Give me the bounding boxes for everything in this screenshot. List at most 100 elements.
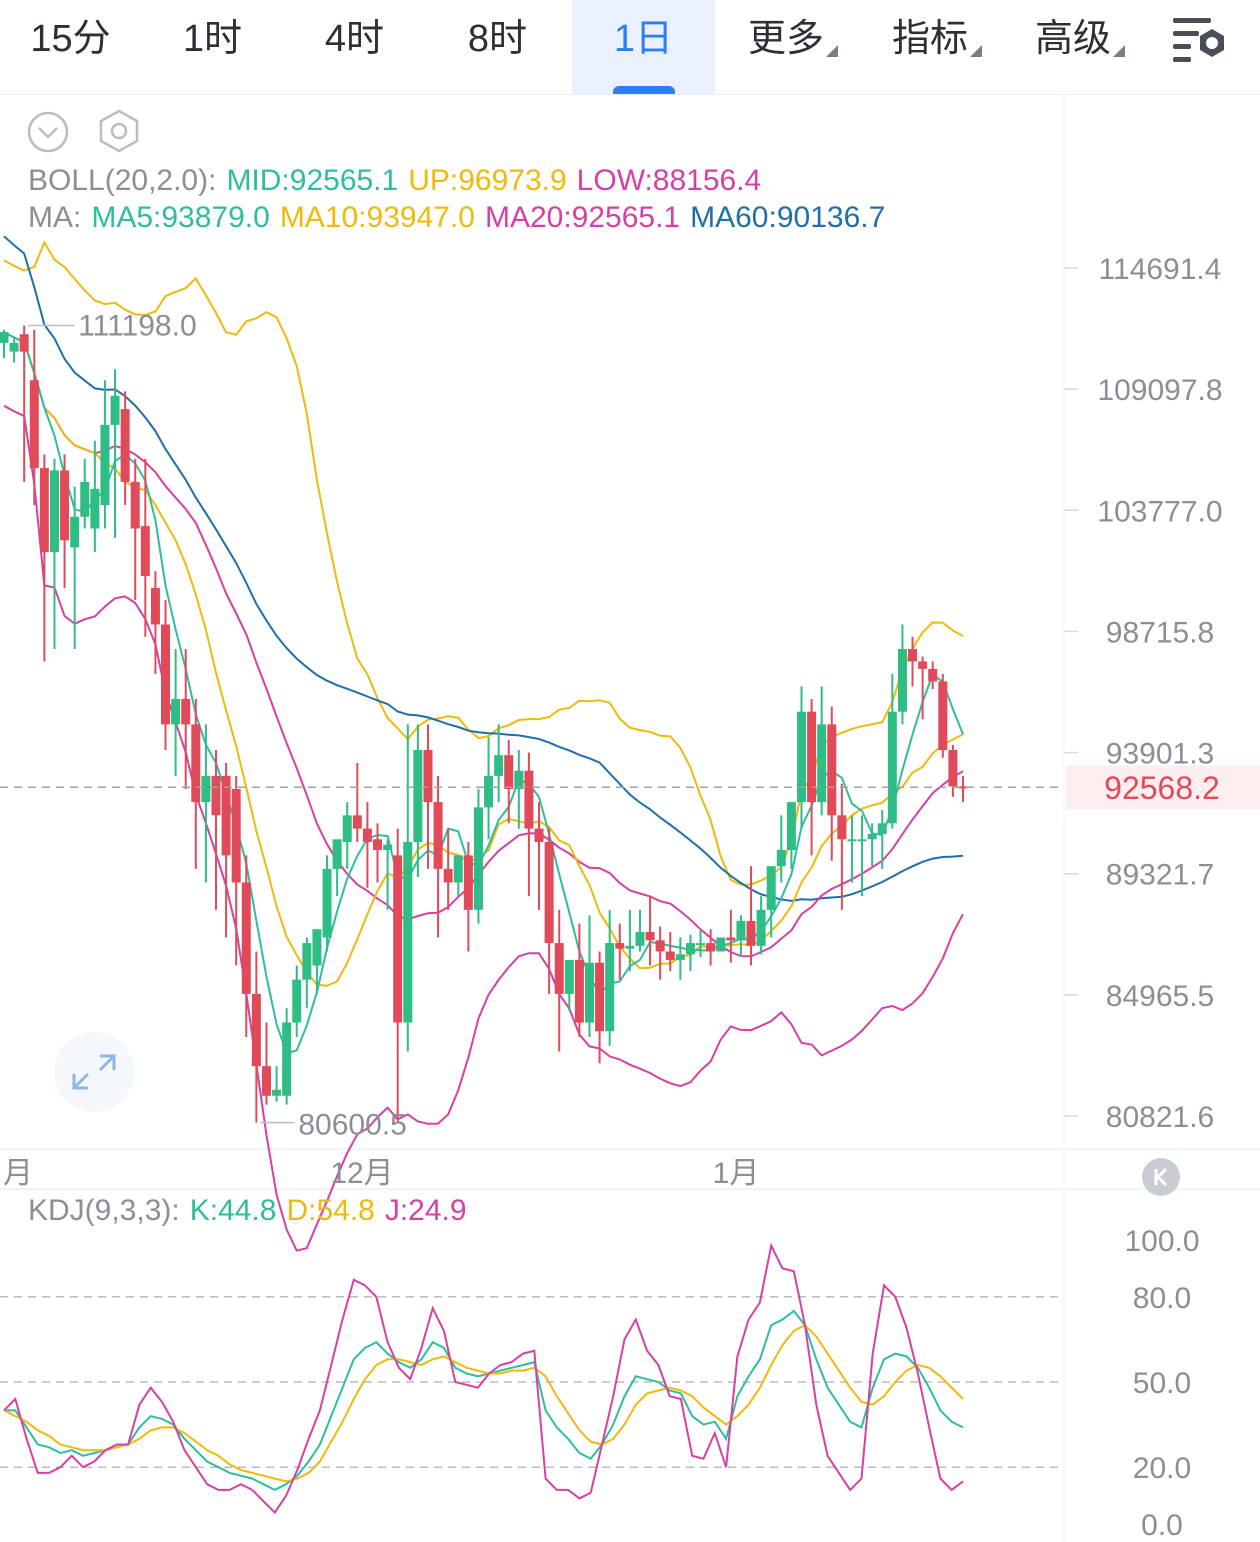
timeframe-tab-bar: 15分 1时 4时 8时 1日 更多 指标 高级 <box>0 0 1260 95</box>
price-tick-label: 114691.4 <box>1099 253 1222 286</box>
ma60-value: MA60:90136.7 <box>690 201 886 234</box>
candle-body <box>615 943 625 949</box>
candle-body <box>342 815 352 842</box>
candle-body <box>867 833 877 840</box>
candle-body <box>201 775 211 803</box>
candle-body <box>736 920 746 941</box>
candle-body <box>140 526 150 577</box>
candle-body <box>786 802 796 851</box>
candle-body <box>887 711 897 824</box>
kdj-j-line <box>3 1242 964 1515</box>
candle-body <box>161 624 171 725</box>
ma-name: MA: <box>28 201 82 234</box>
candle-body <box>918 661 928 669</box>
candle-body <box>413 750 423 842</box>
tab-label: 1时 <box>182 18 243 60</box>
candle-body <box>827 724 837 816</box>
candle-body <box>756 909 766 946</box>
settings-hexagon-icon[interactable] <box>96 108 142 154</box>
ma20-value: MA20:92565.1 <box>484 201 681 234</box>
candle-body <box>80 481 90 517</box>
candle-body <box>605 943 615 1032</box>
kdj-tick-label: 0.0 <box>1141 1509 1183 1542</box>
candle-body <box>817 724 827 803</box>
candle-body <box>272 1089 282 1096</box>
price-tick-label: 84965.5 <box>1106 980 1214 1013</box>
kdj-k: K:44.8 <box>189 1194 277 1227</box>
tab-more[interactable]: 更多 <box>728 0 858 94</box>
candle-body <box>403 841 413 1023</box>
candle-body <box>29 380 39 469</box>
candle-body <box>70 516 80 548</box>
candle-body <box>847 839 857 842</box>
tab-8h[interactable]: 8时 <box>435 0 560 94</box>
candle-body <box>433 802 443 869</box>
chart-area[interactable]: 114691.4 109097.8 103777.0 98715.8 93901.3 89… <box>0 95 1260 1542</box>
tab-15min[interactable]: 15分 <box>8 0 133 94</box>
candle-body <box>746 920 756 946</box>
candle-body <box>645 931 655 941</box>
tab-advanced[interactable]: 高级 <box>1015 0 1145 94</box>
kdj-j: J:24.9 <box>384 1194 467 1227</box>
candle-body <box>362 828 372 842</box>
ma20-line <box>3 331 964 958</box>
candle-body <box>0 332 9 343</box>
candle-body <box>544 841 554 944</box>
collapse-chevron-icon[interactable] <box>26 110 70 154</box>
ma-legend: MA: MA5:93879.0 MA10:93947.0 MA20:92565.1 MA… <box>28 201 895 235</box>
candle-body <box>584 962 594 1023</box>
candle-body <box>524 770 534 829</box>
candle-body <box>857 839 867 842</box>
max-price-label: 111198.0 <box>78 310 196 343</box>
candle-body <box>110 395 120 425</box>
candle-body <box>685 943 695 955</box>
candle-body <box>807 711 817 803</box>
tab-1h[interactable]: 1时 <box>150 0 275 94</box>
active-tab-indicator <box>612 86 675 94</box>
candle-body <box>443 868 453 883</box>
candle-body <box>19 334 29 352</box>
price-axis-band <box>1064 95 1260 1542</box>
tab-1d[interactable]: 1日 <box>572 0 715 94</box>
candle-body <box>635 931 645 946</box>
candle-body <box>60 470 70 541</box>
last-price-label: 92568.2 <box>1104 770 1220 806</box>
candle-body <box>282 1022 292 1096</box>
ma5-line <box>3 331 964 1055</box>
candle-body <box>211 775 221 816</box>
k-badge-button[interactable] <box>1142 1158 1180 1196</box>
candle-body <box>241 882 251 994</box>
candle-body <box>90 488 100 529</box>
ma10-value: MA10:93947.0 <box>279 201 475 234</box>
tab-label: 1日 <box>613 18 674 60</box>
candle-body <box>595 962 605 1032</box>
candle-body <box>504 755 514 790</box>
dropdown-corner-icon <box>970 45 982 57</box>
candle-body <box>191 724 201 803</box>
x-axis-label: 月 <box>3 1157 33 1190</box>
expand-button[interactable] <box>54 1032 134 1112</box>
candle-body <box>292 979 302 1023</box>
candle-body <box>514 770 524 790</box>
last-price-badge <box>1066 765 1260 810</box>
dropdown-corner-icon <box>826 45 838 57</box>
tab-4h[interactable]: 4时 <box>292 0 417 94</box>
kdj-d-line <box>3 1323 964 1483</box>
kdj-name: KDJ(9,3,3): <box>28 1194 180 1227</box>
candle-body <box>948 750 958 787</box>
boll-mid: MID:92565.1 <box>226 164 399 197</box>
tab-label: 4时 <box>324 18 385 60</box>
candle-body <box>655 940 665 952</box>
ma10-line <box>3 331 964 987</box>
kline-settings-icon[interactable] <box>1170 12 1232 74</box>
candle-body <box>665 951 675 960</box>
x-axis-label: 12月 <box>330 1157 393 1190</box>
candle-body <box>796 711 806 803</box>
tab-indicators[interactable]: 指标 <box>872 0 1002 94</box>
price-tick-label: 93901.3 <box>1106 738 1214 771</box>
candle-body <box>574 959 584 1023</box>
boll-low: LOW:88156.4 <box>576 164 762 197</box>
tab-label: 指标 <box>891 18 968 60</box>
price-tick-label: 98715.8 <box>1106 616 1214 649</box>
candle-body <box>100 424 110 506</box>
